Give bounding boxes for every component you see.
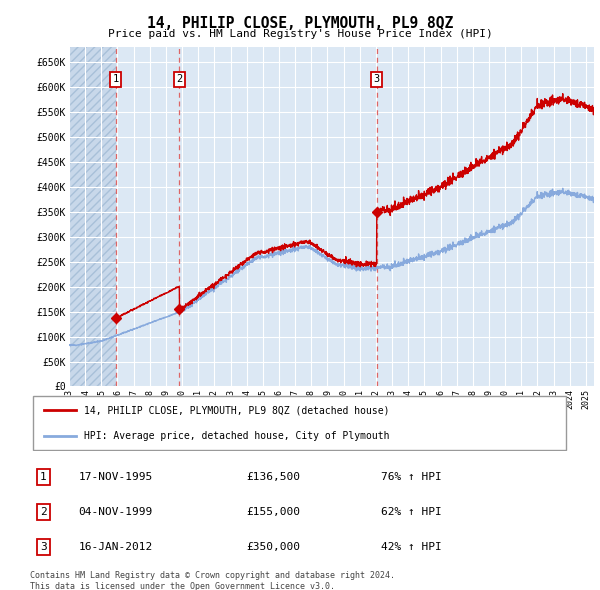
Text: £155,000: £155,000: [246, 507, 300, 517]
Text: 1: 1: [112, 74, 119, 84]
Text: 2: 2: [40, 507, 47, 517]
Text: £350,000: £350,000: [246, 542, 300, 552]
Text: 76% ↑ HPI: 76% ↑ HPI: [381, 472, 442, 482]
Text: 14, PHILIP CLOSE, PLYMOUTH, PL9 8QZ (detached house): 14, PHILIP CLOSE, PLYMOUTH, PL9 8QZ (det…: [84, 405, 389, 415]
Text: 14, PHILIP CLOSE, PLYMOUTH, PL9 8QZ: 14, PHILIP CLOSE, PLYMOUTH, PL9 8QZ: [147, 16, 453, 31]
Text: £136,500: £136,500: [246, 472, 300, 482]
Text: 17-NOV-1995: 17-NOV-1995: [79, 472, 153, 482]
Text: 04-NOV-1999: 04-NOV-1999: [79, 507, 153, 517]
Bar: [69, 47, 116, 386]
Text: 16-JAN-2012: 16-JAN-2012: [79, 542, 153, 552]
Text: 1: 1: [40, 472, 47, 482]
Text: 62% ↑ HPI: 62% ↑ HPI: [381, 507, 442, 517]
FancyBboxPatch shape: [33, 396, 566, 450]
Text: Price paid vs. HM Land Registry's House Price Index (HPI): Price paid vs. HM Land Registry's House …: [107, 29, 493, 39]
Text: 3: 3: [373, 74, 380, 84]
Text: Contains HM Land Registry data © Crown copyright and database right 2024.
This d: Contains HM Land Registry data © Crown c…: [30, 571, 395, 590]
Text: 42% ↑ HPI: 42% ↑ HPI: [381, 542, 442, 552]
Text: HPI: Average price, detached house, City of Plymouth: HPI: Average price, detached house, City…: [84, 431, 389, 441]
Text: 2: 2: [176, 74, 182, 84]
Text: 3: 3: [40, 542, 47, 552]
